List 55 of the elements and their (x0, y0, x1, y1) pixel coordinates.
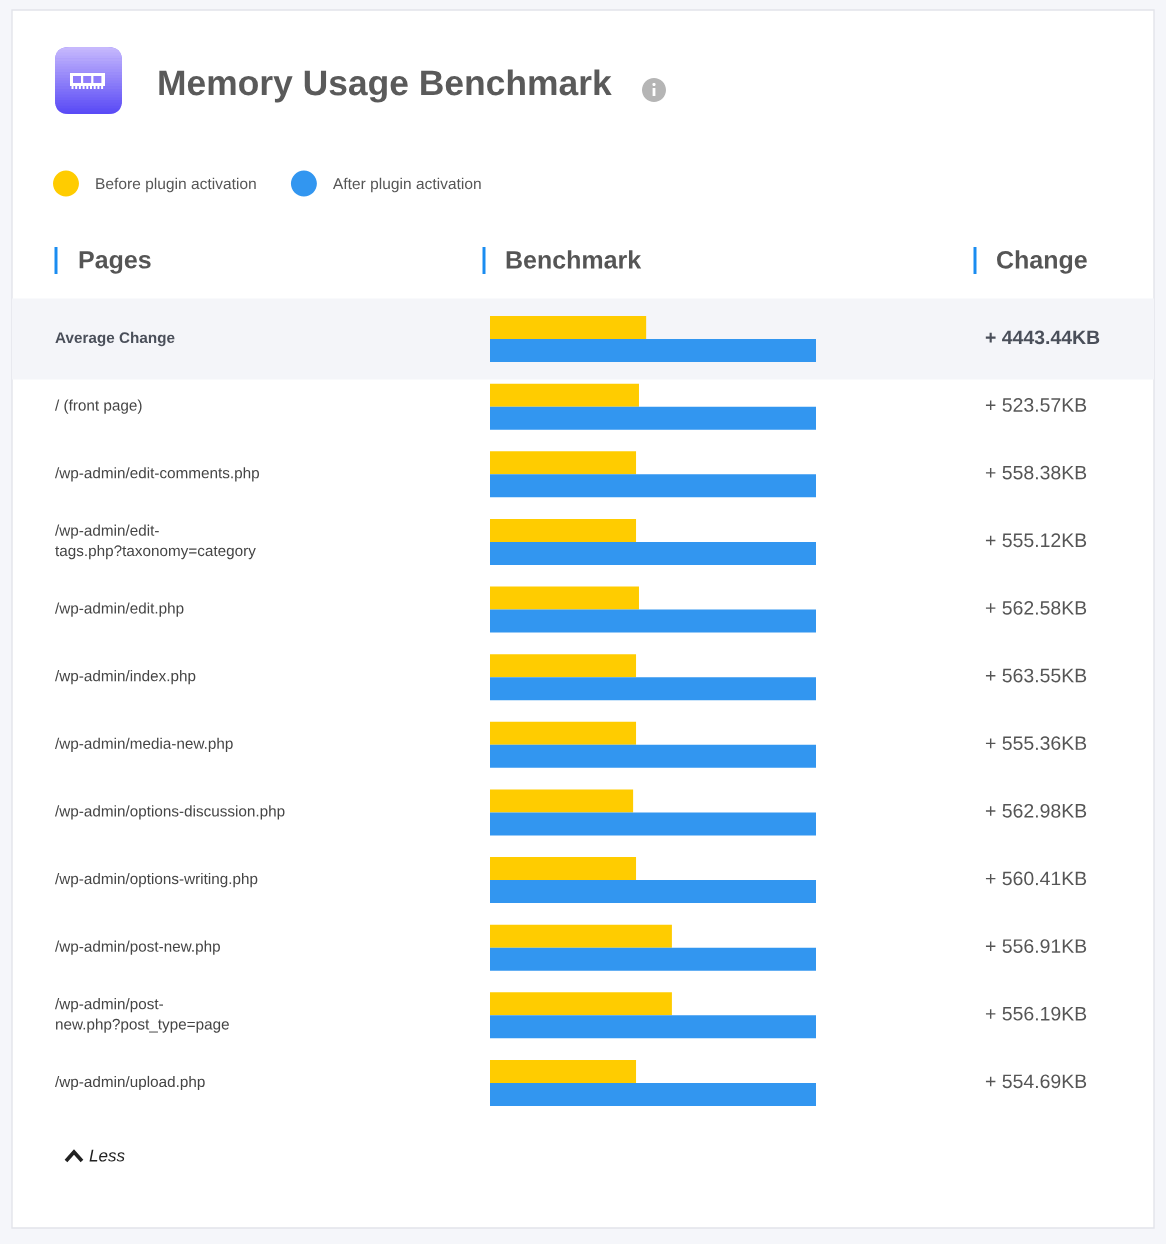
bar (490, 789, 634, 813)
y-axis-title: Pages (79, 251, 151, 274)
bar (490, 1060, 637, 1083)
bar (490, 339, 816, 362)
text: + 554.69KB (985, 1074, 1087, 1089)
text: + 555.12KB (985, 533, 1087, 548)
chart-title: Memory Usage Benchmark (159, 69, 612, 103)
x-axis-title: Benchmark (506, 250, 642, 269)
y-tick-label: /wp-admin/edit.php (55, 602, 184, 617)
text: + 555.36KB (985, 736, 1087, 751)
y-tick-label: /wp-admin/edit-comments.php (55, 467, 259, 482)
text: Change (997, 250, 1087, 274)
y-tick-label: / (front page) (55, 399, 142, 414)
bar (490, 1083, 816, 1106)
legend-label: After plugin activation (332, 177, 481, 193)
text: + 4443.44KB (985, 330, 1100, 345)
y-tick-label: /wp-admin/media-new.php (55, 737, 233, 752)
bar (490, 609, 816, 633)
y-tick-label: /wp-admin/index.php (55, 670, 196, 685)
bar (490, 541, 816, 565)
bar (490, 1015, 816, 1039)
text: + 560.41KB (985, 871, 1087, 886)
bar (490, 721, 637, 745)
bar (490, 857, 637, 881)
bar (490, 654, 637, 678)
bar (490, 451, 637, 475)
text: + 563.55KB (985, 668, 1087, 683)
y-tick-label: /wp-admin/options-writing.php (55, 872, 258, 888)
legend-label: Before plugin activation (96, 177, 256, 193)
y-tick-label: /wp-admin/post- new.php?post_type=page (55, 998, 229, 1033)
text: + 562.58KB (985, 601, 1087, 615)
bar (490, 586, 639, 610)
y-tick-label: /wp-admin/edit- tags.php?taxonomy=category (55, 524, 256, 560)
y-tick-label: Average Change (55, 331, 175, 347)
bar (490, 474, 816, 498)
y-tick-label: /wp-admin/upload.php (55, 1075, 205, 1091)
bar (490, 992, 672, 1016)
bar (490, 518, 637, 542)
text: + 556.91KB (985, 939, 1087, 953)
bar (490, 406, 816, 430)
bar (490, 812, 816, 836)
y-tick-label: /wp-admin/options-discussion.php (55, 805, 285, 820)
text: + 562.98KB (985, 803, 1087, 818)
text: + 523.57KB (985, 398, 1087, 412)
bar (490, 316, 647, 339)
bar (490, 924, 672, 948)
y-tick-label: /wp-admin/post-new.php (55, 940, 220, 955)
bar (490, 383, 639, 407)
text: + 556.19KB (985, 1006, 1087, 1021)
bar (490, 880, 816, 904)
bar (490, 947, 816, 971)
text: Less (89, 1149, 125, 1162)
bar (490, 677, 816, 701)
text: + 558.38KB (985, 465, 1087, 480)
bar (490, 744, 816, 768)
